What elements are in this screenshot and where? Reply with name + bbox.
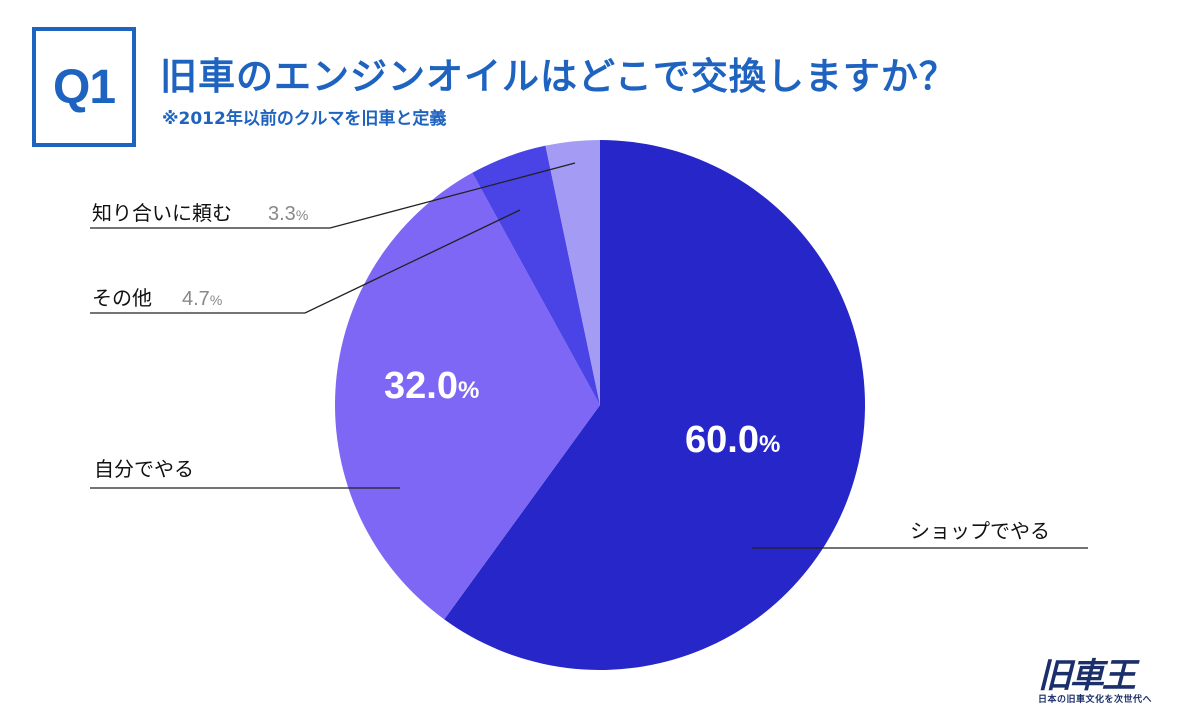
slice-value-self-unit: %: [458, 377, 479, 404]
page-subtitle: ※2012年以前のクルマを旧車と定義: [162, 109, 447, 129]
leader-line-acquaintance: [90, 162, 576, 229]
pie-slice-self: [335, 172, 600, 620]
slice-value-shop-unit: %: [759, 431, 780, 458]
slice-value-other-number: 4.7: [182, 288, 210, 310]
slice-label-self: 自分でやる: [94, 457, 194, 481]
slice-label-shop: ショップでやる: [910, 519, 1050, 543]
slice-value-shop: 60.0%: [685, 419, 780, 461]
pie-slice-acquaintance: [545, 140, 600, 405]
question-number: Q1: [52, 60, 116, 114]
slice-value-acquaintance-number: 3.3: [268, 203, 296, 225]
slice-label-acquaintance: 知り合いに頼む: [92, 201, 232, 225]
leader-line-other: [90, 209, 521, 314]
slice-value-other: 4.7%: [182, 288, 222, 310]
slice-label-other: その他: [92, 286, 152, 310]
brand-logo: 旧車王 日本の旧車文化を次世代へ: [1030, 648, 1180, 710]
brand-logo-tagline: 日本の旧車文化を次世代へ: [1038, 695, 1153, 705]
pie-slices: [335, 140, 866, 670]
page-title: 旧車のエンジンオイルはどこで交換しますか？: [160, 55, 957, 98]
pie-slice-shop: [444, 140, 866, 670]
slice-value-shop-number: 60.0: [685, 419, 759, 461]
slice-value-acquaintance-unit: %: [296, 207, 308, 223]
slice-value-acquaintance: 3.3%: [268, 203, 308, 225]
brand-logo-mark: 旧車王: [1038, 656, 1136, 696]
pie-slice-other: [472, 145, 600, 405]
slice-value-other-unit: %: [210, 292, 222, 308]
slice-value-self-number: 32.0: [384, 365, 458, 407]
question-number-box: Q1: [32, 27, 136, 147]
slice-value-self: 32.0%: [384, 365, 479, 407]
